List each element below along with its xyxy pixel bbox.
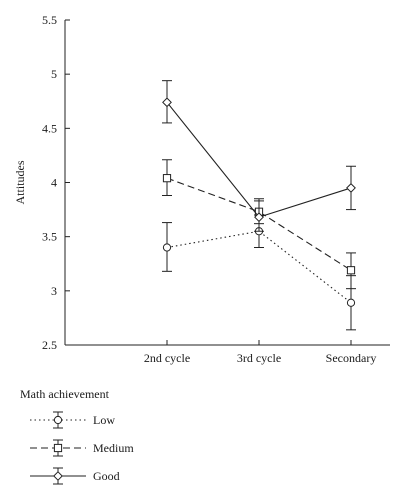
series-line-medium (166, 177, 352, 271)
data-point-diamond (162, 97, 172, 108)
legend-marker-circle (53, 415, 63, 425)
legend-label: Low (93, 413, 115, 427)
legend-marker-square (53, 443, 63, 453)
legend-label: Good (93, 469, 120, 483)
series-good (162, 80, 356, 232)
plot-area (162, 80, 356, 331)
legend: Math achievement Low Medium Good (20, 387, 134, 485)
data-point-circle (346, 298, 356, 307)
legend-item-medium: Medium (30, 439, 134, 457)
y-tick-label: 3.5 (42, 230, 57, 244)
y-tick-label: 2.5 (42, 338, 57, 352)
legend-marker-diamond (53, 471, 63, 481)
y-tick-label: 4 (51, 176, 57, 190)
y-tick-label: 3 (51, 284, 57, 298)
data-point-circle (162, 243, 172, 252)
series-low (162, 214, 356, 331)
y-tick-label: 5.5 (42, 13, 57, 27)
y-axis-title: Attitudes (13, 160, 27, 204)
legend-item-good: Good (30, 467, 120, 485)
legend-title: Math achievement (20, 387, 110, 401)
x-tick-label: 3rd cycle (237, 351, 281, 365)
data-point-square (346, 266, 356, 275)
data-point-diamond (346, 183, 356, 193)
data-point-square (162, 174, 172, 183)
y-tick-label: 5 (51, 67, 57, 81)
legend-item-low: Low (30, 411, 115, 429)
x-tick-label: 2nd cycle (144, 351, 190, 365)
data-point-diamond (254, 212, 264, 223)
series-line-low (166, 230, 352, 304)
legend-label: Medium (93, 441, 134, 455)
y-tick-label: 4.5 (42, 121, 57, 135)
axes: 2.5 3 3.5 4 4.5 5 5.5 2nd cycle 3rd cycle Seconda… (13, 13, 390, 365)
x-tick-label: Secondary (326, 351, 377, 365)
